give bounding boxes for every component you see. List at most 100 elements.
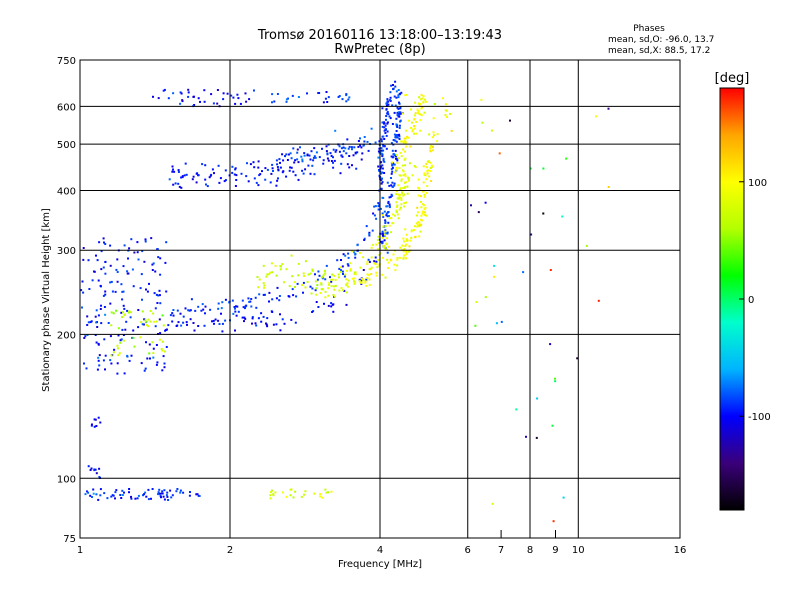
- scatter-point: [421, 203, 424, 206]
- scatter-point: [399, 151, 402, 154]
- scatter-point: [354, 253, 357, 256]
- scatter-point: [413, 125, 415, 127]
- scatter-point: [364, 280, 367, 283]
- scatter-point: [177, 171, 180, 173]
- scatter-point: [182, 315, 185, 318]
- scatter-point: [390, 184, 393, 187]
- scatter-point: [416, 206, 419, 209]
- scatter-point: [353, 280, 355, 283]
- scatter-point: [129, 316, 132, 319]
- scatter-point: [303, 275, 305, 277]
- scatter-point: [362, 269, 365, 271]
- scatter-point: [128, 310, 131, 313]
- scatter-point: [276, 179, 279, 182]
- scatter-point: [87, 491, 90, 494]
- scatter-point: [286, 159, 289, 161]
- scatter-point: [242, 306, 245, 309]
- scatter-point: [549, 343, 552, 346]
- scatter-point: [123, 313, 126, 316]
- scatter-point: [251, 317, 254, 320]
- scatter-point: [350, 146, 353, 149]
- scatter-point: [376, 239, 379, 242]
- scatter-point: [381, 236, 384, 239]
- scatter-point: [383, 172, 386, 174]
- scatter-point: [145, 324, 148, 326]
- scatter-point: [244, 317, 247, 320]
- scatter-point: [246, 162, 248, 165]
- scatter-point: [404, 181, 407, 184]
- scatter-point: [436, 133, 439, 136]
- scatter-point: [421, 219, 423, 222]
- scatter-point: [175, 325, 178, 327]
- scatter-point: [149, 310, 152, 312]
- scatter-point: [381, 242, 384, 245]
- scatter-point: [385, 212, 388, 215]
- scatter-point: [341, 265, 344, 268]
- scatter-point: [162, 495, 165, 498]
- scatter-point: [313, 155, 316, 158]
- scatter-point: [396, 157, 399, 160]
- colorbar-tick-label: 0: [748, 295, 754, 306]
- scatter-point: [303, 152, 306, 155]
- scatter-point: [380, 165, 382, 168]
- scatter-point: [380, 147, 383, 150]
- scatter-point: [289, 152, 292, 155]
- scatter-point: [233, 173, 236, 176]
- scatter-point: [363, 239, 366, 241]
- scatter-point: [330, 278, 333, 281]
- scatter-point: [123, 372, 126, 375]
- scatter-point: [378, 170, 381, 172]
- scatter-point: [104, 313, 107, 316]
- scatter-point: [377, 150, 380, 153]
- scatter-point: [413, 229, 415, 232]
- scatter-point: [89, 321, 92, 324]
- scatter-point: [258, 174, 261, 177]
- scatter-point: [137, 309, 140, 311]
- scatter-point: [396, 206, 398, 208]
- scatter-point: [332, 156, 334, 159]
- scatter-point: [338, 95, 341, 97]
- scatter-point: [143, 260, 146, 263]
- y-tick-label: 200: [57, 330, 76, 341]
- scatter-point: [380, 140, 383, 143]
- scatter-point: [403, 205, 406, 208]
- scatter-point: [295, 295, 298, 298]
- scatter-point: [268, 291, 271, 294]
- scatter-point: [384, 230, 387, 233]
- scatter-point: [197, 97, 200, 100]
- scatter-point: [552, 520, 555, 523]
- scatter-point: [130, 495, 132, 498]
- scatter-point: [158, 294, 161, 297]
- scatter-point: [405, 253, 408, 256]
- scatter-point: [387, 202, 390, 204]
- scatter-point: [97, 342, 100, 345]
- scatter-point: [166, 491, 169, 494]
- scatter-point: [371, 243, 374, 246]
- scatter-point: [253, 166, 256, 169]
- scatter-point: [232, 312, 235, 315]
- scatter-point: [250, 305, 253, 308]
- scatter-point: [248, 98, 251, 101]
- scatter-point: [403, 202, 406, 205]
- scatter-point: [484, 296, 487, 299]
- scatter-point: [292, 147, 295, 150]
- scatter-point: [374, 141, 377, 144]
- scatter-point: [124, 328, 127, 331]
- scatter-point: [306, 281, 309, 283]
- scatter-point: [159, 273, 162, 276]
- scatter-point: [130, 311, 133, 314]
- scatter-point: [329, 152, 332, 155]
- scatter-point: [125, 320, 128, 323]
- scatter-point: [353, 277, 356, 280]
- scatter-point: [290, 254, 293, 257]
- scatter-point: [345, 284, 348, 287]
- scatter-point: [387, 200, 390, 203]
- scatter-point: [525, 435, 527, 438]
- scatter-point: [374, 256, 377, 259]
- scatter-point: [400, 203, 403, 206]
- scatter-point: [299, 146, 301, 149]
- scatter-point: [345, 100, 348, 103]
- x-axis-ticks: 1 2 4 6 8 10 16 7 9: [77, 530, 686, 556]
- scatter-point: [342, 150, 345, 153]
- scatter-point: [390, 155, 393, 158]
